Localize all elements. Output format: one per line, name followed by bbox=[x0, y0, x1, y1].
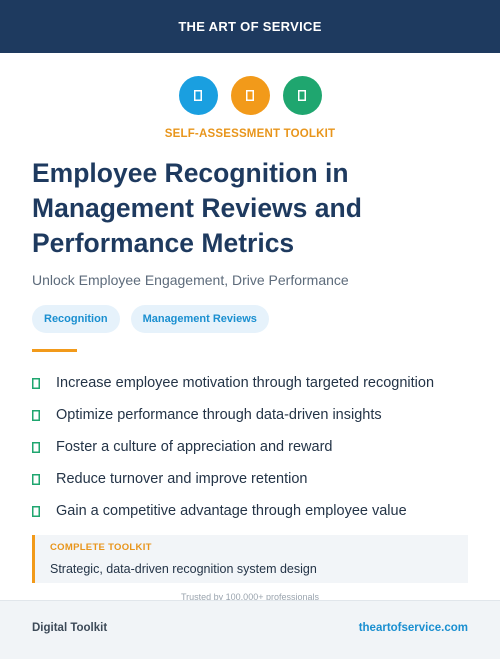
icon-row bbox=[0, 76, 500, 115]
check-icon bbox=[32, 505, 56, 517]
benefit-item: Gain a competitive advantage through emp… bbox=[32, 495, 434, 527]
benefit-item: Increase employee motivation through tar… bbox=[32, 367, 434, 399]
title-line-3: Performance Metrics bbox=[32, 228, 295, 258]
check-icon bbox=[32, 377, 56, 389]
callout-label: COMPLETE TOOLKIT bbox=[50, 542, 152, 553]
blue-circle-icon bbox=[178, 76, 218, 115]
title-line-2: Management Reviews and bbox=[32, 193, 362, 223]
benefit-item: Optimize performance through data-driven… bbox=[32, 399, 434, 431]
toolkit-kicker: SELF-ASSESSMENT TOOLKIT bbox=[164, 128, 336, 140]
check-icon bbox=[32, 409, 56, 421]
tag-management-reviews[interactable]: Management Reviews bbox=[130, 305, 269, 333]
benefit-text: Reduce turnover and improve retention bbox=[56, 471, 308, 487]
benefit-text: Optimize performance through data-driven… bbox=[56, 407, 382, 423]
brand-name: THE ART OF SERVICE bbox=[178, 19, 322, 34]
placeholder-glyph-icon bbox=[298, 90, 306, 101]
page-title: Employee Recognition in Management Revie… bbox=[32, 156, 472, 261]
orange-circle-icon bbox=[230, 76, 270, 115]
benefit-list: Increase employee motivation through tar… bbox=[32, 367, 434, 527]
tag-list: Recognition Management Reviews bbox=[32, 305, 269, 333]
benefit-text: Foster a culture of appreciation and rew… bbox=[56, 439, 333, 455]
trusted-note: Trusted by 100,000+ professionals bbox=[180, 592, 319, 600]
top-banner: THE ART OF SERVICE bbox=[0, 0, 500, 53]
tag-recognition[interactable]: Recognition bbox=[32, 305, 120, 333]
benefit-text: Increase employee motivation through tar… bbox=[56, 375, 435, 391]
benefit-text: Gain a competitive advantage through emp… bbox=[56, 503, 407, 519]
check-icon bbox=[32, 441, 56, 453]
page-subtitle: Unlock Employee Engagement, Drive Perfor… bbox=[32, 272, 349, 288]
callout-text: Strategic, data-driven recognition syste… bbox=[50, 562, 317, 576]
benefit-item: Reduce turnover and improve retention bbox=[32, 463, 434, 495]
benefit-item: Foster a culture of appreciation and rew… bbox=[32, 431, 434, 463]
placeholder-glyph-icon bbox=[194, 90, 202, 101]
page-footer: Digital Toolkit theartofservice.com bbox=[0, 600, 500, 659]
placeholder-glyph-icon bbox=[246, 90, 254, 101]
title-line-1: Employee Recognition in bbox=[32, 158, 349, 188]
accent-divider bbox=[32, 349, 77, 352]
toolkit-callout: COMPLETE TOOLKIT Strategic, data-driven … bbox=[32, 535, 468, 583]
footer-website-link[interactable]: theartofservice.com bbox=[358, 622, 468, 634]
green-circle-icon bbox=[282, 76, 322, 115]
check-icon bbox=[32, 473, 56, 485]
footer-label: Digital Toolkit bbox=[32, 622, 108, 634]
